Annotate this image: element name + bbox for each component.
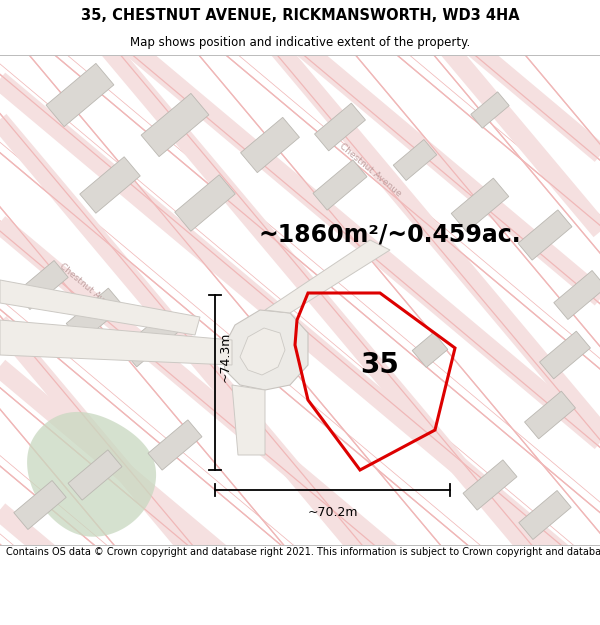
Text: Chestnut Avenue: Chestnut Avenue <box>337 142 403 198</box>
Polygon shape <box>451 178 509 232</box>
Polygon shape <box>524 391 575 439</box>
Polygon shape <box>314 103 365 151</box>
Text: ~70.2m: ~70.2m <box>307 506 358 519</box>
Polygon shape <box>0 320 232 365</box>
Polygon shape <box>463 460 517 510</box>
Polygon shape <box>539 331 590 379</box>
Polygon shape <box>175 175 235 231</box>
Text: ~1860m²/~0.459ac.: ~1860m²/~0.459ac. <box>259 223 521 247</box>
Polygon shape <box>222 310 308 390</box>
Polygon shape <box>393 139 437 181</box>
Text: 35, CHESTNUT AVENUE, RICKMANSWORTH, WD3 4HA: 35, CHESTNUT AVENUE, RICKMANSWORTH, WD3 … <box>80 8 520 23</box>
Polygon shape <box>265 240 390 313</box>
Polygon shape <box>412 332 448 367</box>
Polygon shape <box>0 280 200 335</box>
Polygon shape <box>27 412 156 537</box>
Polygon shape <box>141 93 209 157</box>
Polygon shape <box>471 92 509 128</box>
Polygon shape <box>519 491 571 539</box>
Polygon shape <box>66 288 124 342</box>
Text: Contains OS data © Crown copyright and database right 2021. This information is : Contains OS data © Crown copyright and d… <box>6 547 600 557</box>
Polygon shape <box>121 313 179 367</box>
Polygon shape <box>148 420 202 470</box>
Polygon shape <box>14 481 66 529</box>
Polygon shape <box>80 157 140 213</box>
Text: ~74.3m: ~74.3m <box>218 332 232 382</box>
Polygon shape <box>46 63 114 127</box>
Polygon shape <box>16 261 68 309</box>
Polygon shape <box>240 328 285 375</box>
Text: Chestnut Avenue: Chestnut Avenue <box>58 262 122 318</box>
Polygon shape <box>241 118 299 172</box>
Polygon shape <box>232 385 265 455</box>
Text: 35: 35 <box>361 351 400 379</box>
Polygon shape <box>68 450 122 500</box>
Polygon shape <box>313 160 367 210</box>
Polygon shape <box>554 271 600 319</box>
Polygon shape <box>518 210 572 260</box>
Text: Map shows position and indicative extent of the property.: Map shows position and indicative extent… <box>130 36 470 49</box>
